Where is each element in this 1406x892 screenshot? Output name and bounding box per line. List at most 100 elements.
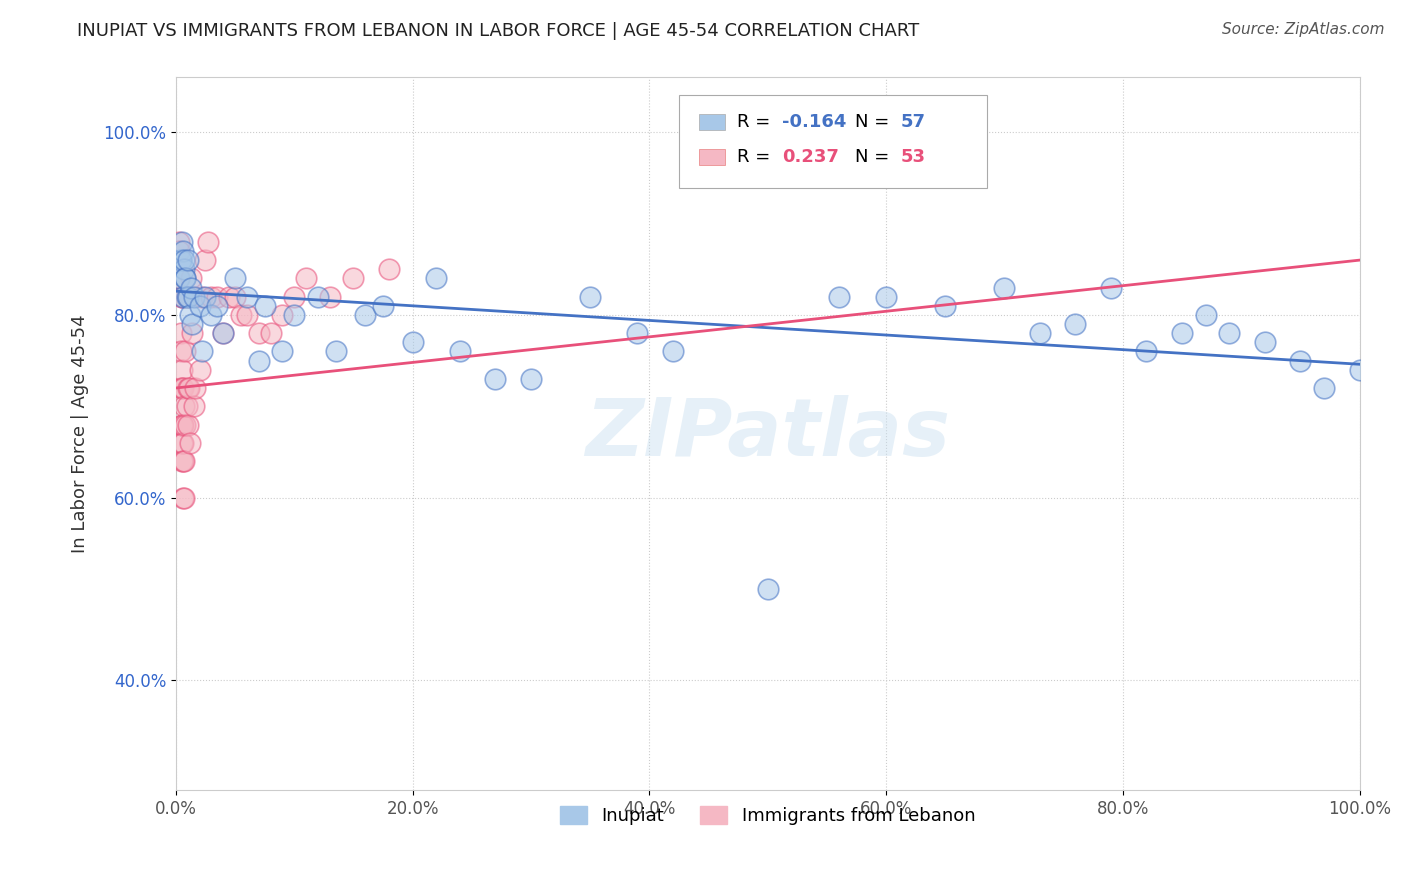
Point — [188, 299, 211, 313]
Point — [169, 253, 191, 268]
Text: 0.237: 0.237 — [782, 148, 839, 166]
Point — [1348, 363, 1371, 377]
Point — [169, 344, 191, 359]
Point — [173, 262, 195, 277]
Point — [184, 381, 207, 395]
Point — [520, 372, 543, 386]
Text: N =: N = — [855, 148, 896, 166]
Point — [174, 271, 197, 285]
Point — [662, 344, 685, 359]
Point — [484, 372, 506, 386]
Point — [371, 299, 394, 313]
Point — [200, 308, 222, 322]
Text: R =: R = — [737, 113, 776, 131]
Point — [218, 290, 240, 304]
Point — [173, 454, 195, 468]
Point — [325, 344, 347, 359]
Point — [188, 363, 211, 377]
Point — [172, 417, 194, 432]
Text: 53: 53 — [900, 148, 925, 166]
Point — [224, 290, 246, 304]
Point — [283, 290, 305, 304]
FancyBboxPatch shape — [679, 95, 987, 188]
Point — [177, 381, 200, 395]
Point — [247, 353, 270, 368]
Point — [271, 344, 294, 359]
Point — [173, 253, 195, 268]
Point — [1194, 308, 1216, 322]
Point — [176, 253, 198, 268]
Point — [170, 454, 193, 468]
Point — [425, 271, 447, 285]
Point — [828, 290, 851, 304]
Point — [1029, 326, 1052, 341]
Point — [259, 326, 281, 341]
Point — [173, 399, 195, 413]
Text: -0.164: -0.164 — [782, 113, 846, 131]
Point — [378, 262, 401, 277]
Point — [181, 326, 204, 341]
Text: ZIPatlas: ZIPatlas — [585, 394, 950, 473]
Point — [174, 344, 197, 359]
Point — [1171, 326, 1194, 341]
Point — [169, 244, 191, 258]
Point — [295, 271, 318, 285]
Point — [174, 271, 197, 285]
Point — [179, 435, 201, 450]
Point — [212, 326, 235, 341]
Point — [191, 290, 214, 304]
Point — [172, 454, 194, 468]
Point — [169, 235, 191, 249]
Point — [200, 290, 222, 304]
Point — [1064, 317, 1087, 331]
Point — [180, 271, 202, 285]
Text: R =: R = — [737, 148, 776, 166]
Point — [319, 290, 342, 304]
Point — [170, 290, 193, 304]
Point — [875, 290, 897, 304]
Text: N =: N = — [855, 113, 896, 131]
Point — [176, 417, 198, 432]
Point — [169, 271, 191, 285]
Point — [1218, 326, 1240, 341]
Point — [1289, 353, 1312, 368]
Point — [172, 244, 194, 258]
Point — [183, 290, 205, 304]
Point — [307, 290, 329, 304]
Point — [169, 381, 191, 395]
Point — [176, 290, 198, 304]
Point — [169, 326, 191, 341]
Point — [181, 317, 204, 331]
Point — [1135, 344, 1157, 359]
Y-axis label: In Labor Force | Age 45-54: In Labor Force | Age 45-54 — [72, 314, 89, 553]
Point — [194, 290, 217, 304]
Point — [449, 344, 471, 359]
Point — [626, 326, 648, 341]
Point — [170, 417, 193, 432]
Point — [176, 399, 198, 413]
Point — [172, 435, 194, 450]
Point — [207, 299, 229, 313]
Point — [342, 271, 364, 285]
Text: Source: ZipAtlas.com: Source: ZipAtlas.com — [1222, 22, 1385, 37]
Point — [197, 235, 219, 249]
Point — [236, 290, 259, 304]
Point — [180, 280, 202, 294]
Point — [247, 326, 270, 341]
Point — [283, 308, 305, 322]
Point — [271, 308, 294, 322]
Point — [172, 381, 194, 395]
Point — [170, 363, 193, 377]
Point — [229, 308, 252, 322]
Point — [756, 582, 779, 596]
Point — [1313, 381, 1336, 395]
Point — [236, 308, 259, 322]
Point — [169, 271, 191, 285]
FancyBboxPatch shape — [699, 114, 725, 130]
Text: 57: 57 — [900, 113, 925, 131]
Point — [176, 381, 198, 395]
Point — [354, 308, 377, 322]
Point — [172, 491, 194, 505]
Point — [179, 308, 201, 322]
Point — [191, 344, 214, 359]
